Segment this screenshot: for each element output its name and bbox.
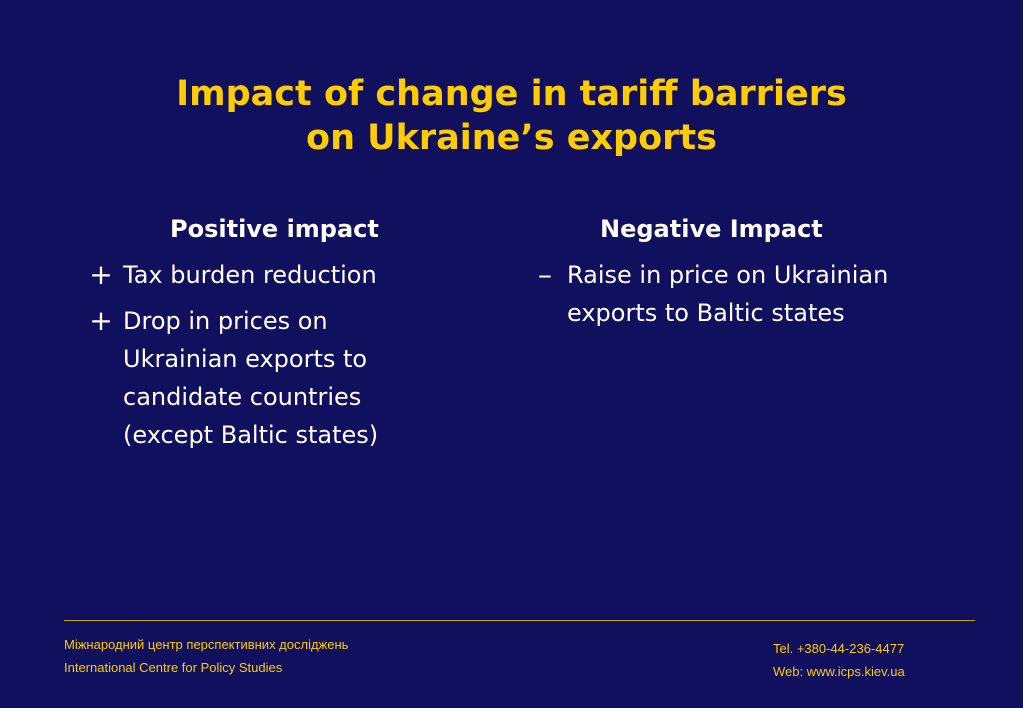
slide-title-line-1: Impact of change in tariff barriers: [176, 74, 847, 114]
negative-impact-list: – Raise in price on Ukrainian exports to…: [530, 256, 970, 340]
list-item-line: Raise in price on Ukrainian: [567, 261, 889, 289]
list-item-text: Drop in prices on Ukrainian exports to c…: [123, 302, 446, 454]
slide-title: Impact of change in tariff barriers on U…: [0, 72, 1023, 160]
list-item: – Raise in price on Ukrainian exports to…: [530, 256, 970, 332]
list-item-line: exports to Baltic states: [567, 299, 845, 327]
footer-organization: Міжнародний центр перспективних дослідже…: [64, 633, 348, 679]
list-item-text: Raise in price on Ukrainian exports to B…: [567, 256, 970, 332]
list-item: + Tax burden reduction: [86, 256, 446, 294]
negative-impact-heading: Negative Impact: [600, 215, 823, 243]
positive-impact-list: + Tax burden reduction + Drop in prices …: [86, 256, 446, 462]
footer-divider: [64, 620, 975, 621]
footer-web: Web: www.icps.kiev.ua: [773, 664, 905, 679]
plus-icon: +: [89, 304, 113, 337]
plus-icon: +: [89, 258, 113, 291]
footer-phone: Tel. +380-44-236-4477: [773, 641, 905, 656]
list-item-line: candidate countries: [123, 383, 362, 411]
list-item: + Drop in prices on Ukrainian exports to…: [86, 302, 446, 454]
list-item-line: Ukrainian exports to: [123, 345, 368, 373]
list-item-line: Drop in prices on: [123, 307, 328, 335]
footer-org-ukrainian: Міжнародний центр перспективних дослідже…: [64, 637, 349, 652]
footer-org-english: International Centre for Policy Studies: [64, 660, 283, 675]
minus-icon: –: [538, 258, 552, 291]
positive-impact-heading: Positive impact: [170, 215, 379, 243]
list-item-text: Tax burden reduction: [123, 261, 377, 289]
slide-title-line-2: on Ukraine’s exports: [306, 118, 717, 158]
list-item-line: (except Baltic states): [123, 421, 379, 449]
footer-contact: Tel. +380-44-236-4477 Web: www.icps.kiev…: [773, 637, 905, 683]
